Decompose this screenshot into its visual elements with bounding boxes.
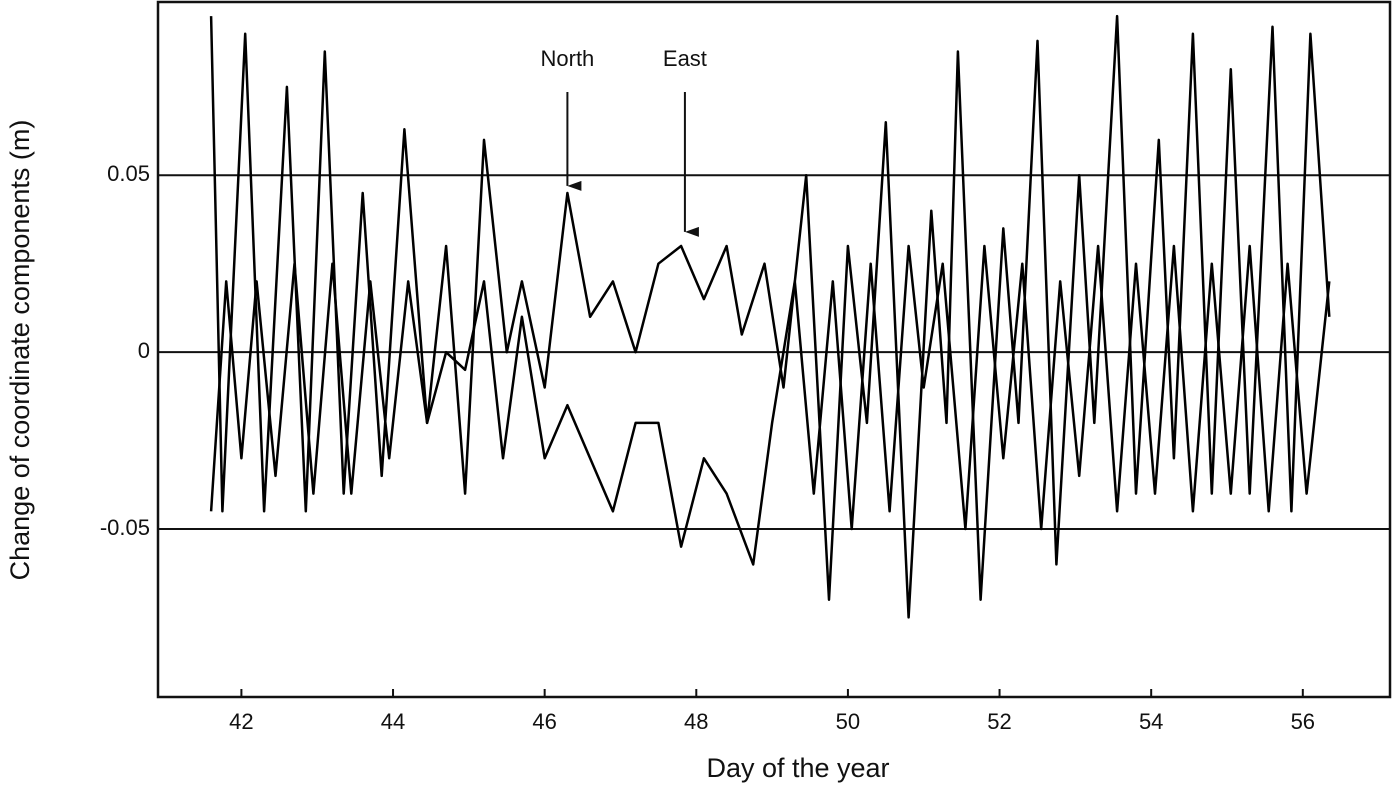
y-tick-label: 0 (138, 338, 150, 363)
x-tick-label: 54 (1139, 709, 1163, 734)
y-axis-label: Change of coordinate components (m) (5, 120, 35, 581)
annotation: East (663, 46, 707, 71)
x-tick-label: 44 (381, 709, 405, 734)
x-axis-label: Day of the year (706, 753, 889, 783)
y-tick-label: -0.05 (100, 515, 150, 540)
x-tick-label: 56 (1291, 709, 1315, 734)
x-tick-label: 50 (836, 709, 860, 734)
annotation: North (541, 46, 595, 71)
y-tick-label: 0.05 (107, 161, 150, 186)
x-tick-label: 42 (229, 709, 253, 734)
x-tick-label: 52 (987, 709, 1011, 734)
data-line (209, 244, 1331, 566)
x-tick-label: 46 (532, 709, 556, 734)
plot-frame (156, 0, 1392, 699)
data-line (209, 14, 1331, 619)
x-tick-label: 48 (684, 709, 708, 734)
